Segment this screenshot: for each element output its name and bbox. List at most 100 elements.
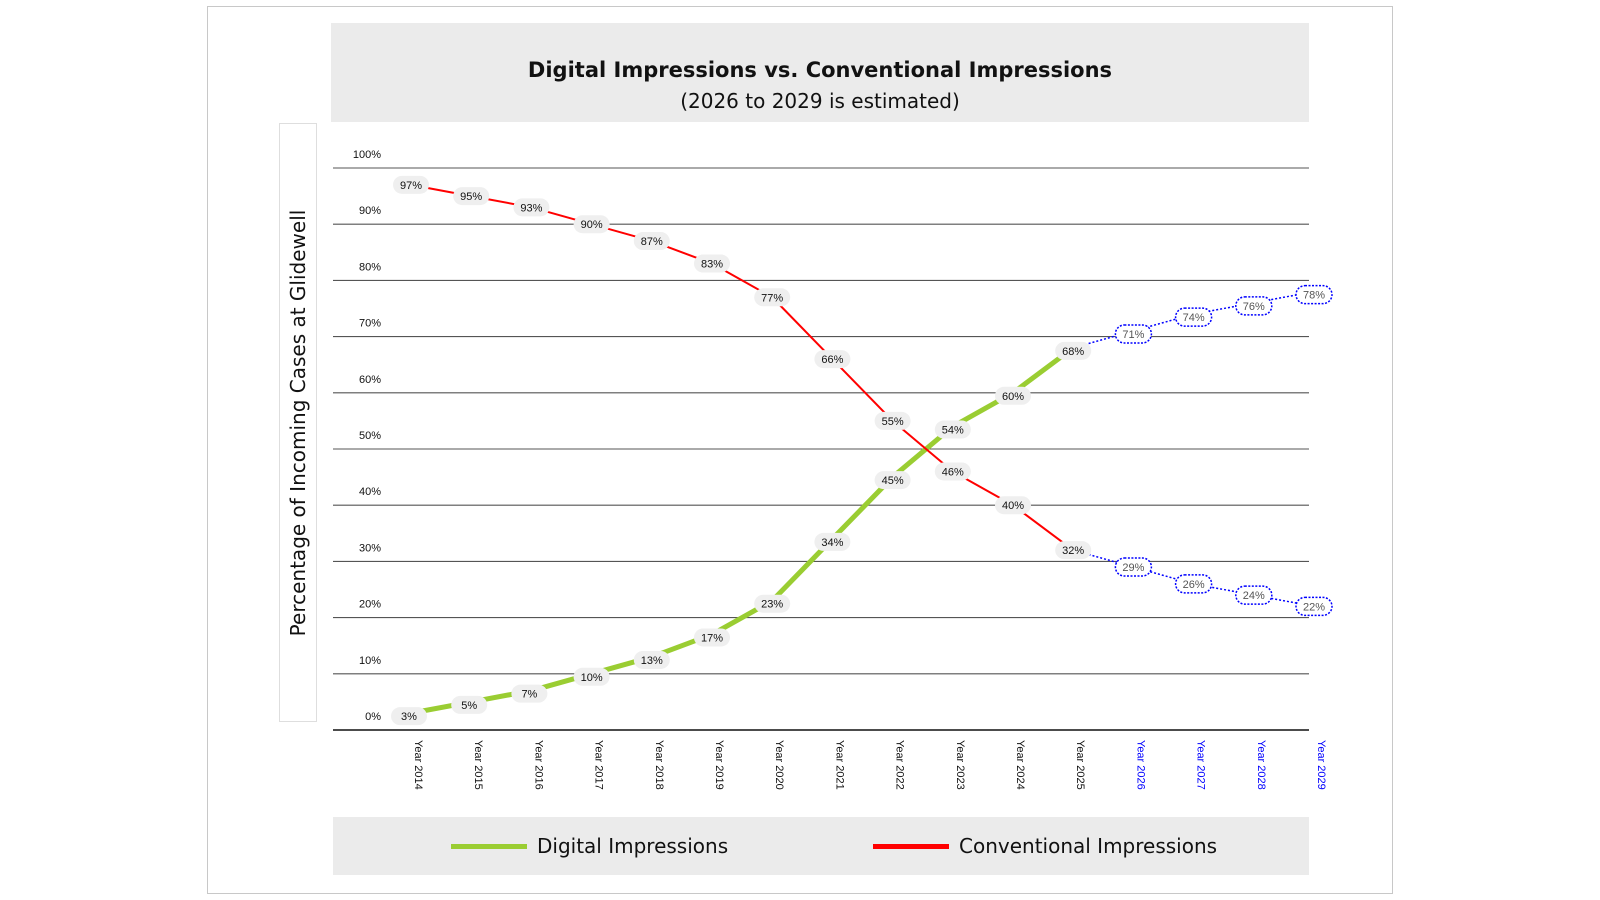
data-label-bubble — [633, 650, 670, 669]
series-line-conventional — [410, 183, 1074, 551]
data-label-bubble — [1174, 307, 1213, 327]
data-label-bubble — [633, 232, 670, 251]
y-tick-label: 40% — [359, 486, 381, 498]
data-label-bubble — [874, 411, 911, 430]
chart-title: Digital Impressions vs. Conventional Imp… — [527, 58, 1113, 82]
y-tick-label: 50% — [359, 430, 381, 442]
data-label-bubble — [513, 198, 550, 217]
data-label-bubble — [391, 707, 427, 726]
y-tick-label: 10% — [359, 655, 381, 667]
data-label: 32% — [1062, 545, 1084, 557]
data-label-bubble — [451, 695, 488, 714]
data-label-bubble — [754, 288, 791, 307]
y-tick-label: 20% — [359, 599, 381, 611]
data-label: 24% — [1243, 590, 1265, 602]
y-tick-label: 0% — [365, 711, 381, 723]
x-tick-label: Year 2026 — [1134, 740, 1146, 790]
data-label-bubble — [511, 684, 548, 703]
x-tick-label: Year 2025 — [1074, 740, 1086, 790]
y-tick-label: 90% — [359, 205, 381, 217]
data-label-bubble — [995, 386, 1031, 405]
data-label: 68% — [1062, 346, 1084, 358]
data-label-bubble — [814, 532, 851, 551]
data-label-bubble — [1235, 296, 1273, 316]
data-label: 90% — [581, 219, 603, 231]
data-label: 74% — [1183, 312, 1205, 324]
x-tick-label: Year 2017 — [593, 740, 605, 790]
legend: Digital Impressions Conventional Impress… — [333, 817, 1309, 875]
data-label: 22% — [1303, 601, 1325, 613]
x-tick-label: Year 2023 — [954, 740, 966, 790]
data-label: 71% — [1122, 329, 1144, 341]
legend-item-conventional: Conventional Impressions — [873, 817, 1217, 875]
data-label-bubble — [814, 350, 851, 369]
data-label: 40% — [1002, 500, 1024, 512]
data-label-bubble — [694, 254, 730, 273]
data-label: 45% — [882, 475, 904, 487]
data-label-bubble — [1055, 541, 1092, 560]
data-label-bubble — [1114, 557, 1153, 577]
data-label-bubble — [393, 175, 429, 194]
x-tick-label: Year 2022 — [894, 740, 906, 790]
data-label: 34% — [821, 537, 843, 549]
data-label: 93% — [520, 202, 542, 214]
x-tick-label: Year 2014 — [412, 740, 424, 790]
chart-subtitle: (2026 to 2029 is estimated) — [680, 89, 960, 113]
y-axis-label-panel: Percentage of Incoming Cases at Glidewel… — [279, 123, 317, 722]
data-label: 87% — [641, 236, 663, 248]
data-label: 3% — [401, 711, 417, 723]
data-label: 17% — [701, 632, 723, 644]
legend-swatch-digital — [451, 843, 527, 849]
data-label-bubble — [1235, 585, 1273, 605]
x-tick-label: Year 2020 — [773, 740, 785, 790]
data-label-bubble — [934, 462, 971, 481]
data-label: 83% — [701, 259, 723, 271]
data-label: 77% — [761, 292, 783, 304]
title-panel: Digital Impressions vs. Conventional Imp… — [331, 23, 1309, 122]
data-label-bubble — [573, 215, 610, 234]
legend-swatch-conventional — [873, 843, 949, 849]
data-label-bubble — [1114, 324, 1153, 344]
data-label: 55% — [882, 416, 904, 428]
data-label-bubble — [754, 594, 791, 613]
data-label: 54% — [942, 425, 964, 437]
data-label-bubble — [453, 187, 490, 206]
data-label: 66% — [821, 354, 843, 366]
data-label: 29% — [1122, 562, 1144, 574]
data-label-bubble — [995, 496, 1031, 515]
data-label: 10% — [581, 672, 603, 684]
y-tick-label: 70% — [359, 318, 381, 330]
y-tick-label: 30% — [359, 542, 381, 554]
data-label-bubble — [1174, 574, 1213, 594]
chart-frame — [207, 6, 1393, 894]
x-tick-label: Year 2016 — [532, 740, 544, 790]
data-label: 76% — [1243, 301, 1265, 313]
y-tick-label: 100% — [353, 149, 381, 161]
x-tick-label: Year 2015 — [472, 740, 484, 790]
data-label: 95% — [460, 191, 482, 203]
data-label: 23% — [761, 599, 783, 611]
data-label-bubble — [694, 628, 730, 647]
data-label: 13% — [641, 655, 663, 667]
data-label-bubble — [573, 667, 610, 686]
y-tick-label: 60% — [359, 374, 381, 386]
data-label: 78% — [1303, 290, 1325, 302]
x-tick-label: Year 2029 — [1315, 740, 1327, 790]
x-tick-label: Year 2028 — [1255, 740, 1267, 790]
data-label-bubble — [1295, 596, 1333, 617]
data-label: 97% — [400, 180, 422, 192]
data-label-bubble — [1295, 284, 1333, 305]
series-line-digital — [410, 345, 1075, 716]
data-label: 60% — [1002, 391, 1024, 403]
x-tick-label: Year 2018 — [653, 740, 665, 790]
data-label-bubble — [874, 471, 911, 490]
data-label: 5% — [461, 700, 477, 712]
data-label: 46% — [942, 466, 964, 478]
data-label-bubble — [934, 420, 971, 439]
legend-label-digital: Digital Impressions — [537, 834, 729, 858]
x-tick-label: Year 2019 — [713, 740, 725, 790]
data-label: 7% — [521, 689, 537, 701]
x-tick-label: Year 2021 — [833, 740, 845, 790]
legend-label-conventional: Conventional Impressions — [959, 834, 1218, 858]
